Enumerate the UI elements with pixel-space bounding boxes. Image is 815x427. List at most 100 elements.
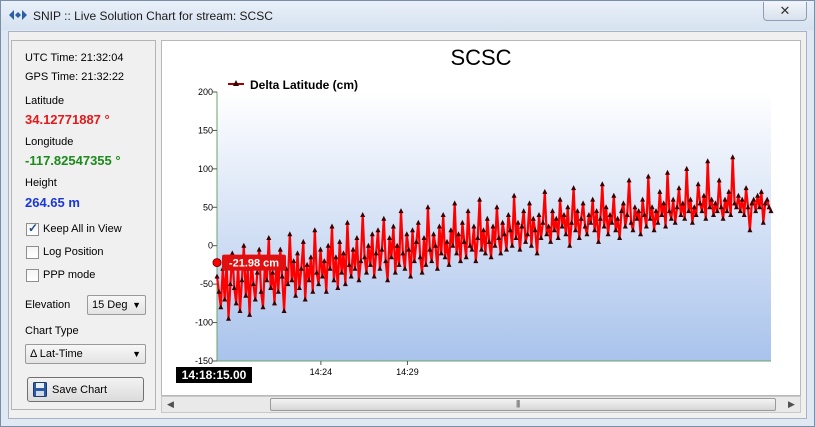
data-point-marker (237, 308, 243, 313)
data-point-marker (362, 254, 368, 260)
data-point-marker (544, 231, 550, 237)
data-point-marker (285, 281, 291, 287)
ppp-mode-checkbox[interactable] (26, 269, 39, 282)
data-point-marker (609, 219, 615, 225)
data-point-marker (716, 177, 722, 183)
keep-all-label[interactable]: Keep All in View (43, 223, 122, 235)
data-point-marker (314, 269, 320, 275)
data-point-marker (339, 269, 345, 275)
data-point-marker (712, 200, 718, 206)
data-point-marker (534, 250, 540, 256)
log-position-checkbox[interactable] (26, 246, 39, 259)
data-point-marker (597, 215, 603, 221)
data-point-marker (563, 231, 569, 237)
data-point-marker (569, 219, 575, 225)
data-point-marker (580, 200, 586, 206)
data-point-marker (527, 200, 532, 206)
data-point-marker (321, 258, 327, 264)
data-point-marker (500, 219, 506, 225)
data-point-marker (431, 231, 437, 237)
data-point-marker (379, 246, 385, 252)
data-point-marker (291, 258, 297, 264)
data-point-marker (256, 246, 262, 252)
title-bar[interactable]: SNIP :: Live Solution Chart for stream: … (1, 1, 814, 30)
scroll-right-icon[interactable]: ▶ (788, 399, 795, 409)
data-point-marker (561, 212, 567, 217)
data-point-marker (525, 231, 530, 237)
data-point-marker (298, 265, 304, 271)
lat-time-chart[interactable]: SCSC Delta Latitude (cm) 200 150 100 50 0 -50… (162, 41, 800, 395)
data-point-marker (477, 196, 483, 202)
data-point-marker (440, 212, 446, 217)
data-point-marker (375, 227, 381, 233)
data-point-marker (459, 219, 465, 225)
x-tick-label: 14:29 (396, 367, 419, 377)
data-point-marker (456, 231, 461, 237)
y-tick-label: -100 (195, 318, 213, 328)
data-point-marker (528, 242, 534, 248)
data-point-marker (728, 212, 734, 217)
data-point-marker (649, 204, 655, 210)
data-point-marker (680, 200, 686, 206)
keep-all-checkbox[interactable]: ✓ (26, 221, 39, 236)
data-point-marker (241, 242, 247, 248)
data-point-marker (406, 246, 412, 252)
horizontal-scrollbar[interactable]: ◀ ||| ▶ (161, 396, 801, 413)
chart-type-select[interactable]: Δ Lat-Time ▼ (25, 344, 146, 364)
data-point-marker (628, 219, 634, 225)
data-point-marker (270, 269, 276, 275)
data-point-marker (753, 208, 759, 214)
data-point-marker (766, 204, 772, 210)
data-point-marker (689, 219, 695, 225)
data-point-marker (734, 204, 739, 210)
data-point-marker (601, 223, 607, 229)
data-point-marker (492, 242, 498, 248)
data-point-marker (352, 265, 358, 271)
data-point-marker (268, 285, 274, 290)
data-point-marker (465, 208, 471, 214)
data-point-marker (732, 200, 738, 206)
chart-area[interactable]: SCSC Delta Latitude (cm) 200 150 100 50 0 -50… (161, 40, 801, 396)
data-point-marker (383, 258, 389, 264)
data-point-marker (461, 238, 467, 244)
data-point-marker (469, 246, 475, 252)
data-point-marker (346, 261, 352, 267)
longitude-value: -117.82547355 ° (25, 153, 121, 168)
data-point-marker (327, 265, 333, 271)
data-point-marker (640, 196, 646, 202)
close-button[interactable]: ✕ (763, 2, 807, 21)
data-point-marker (360, 212, 366, 217)
data-point-marker (701, 192, 707, 198)
data-point-marker (429, 258, 435, 264)
data-point-marker (289, 277, 295, 283)
data-point-marker (488, 254, 494, 260)
log-position-label[interactable]: Log Position (43, 246, 104, 258)
data-point-marker (676, 185, 682, 191)
data-point-marker (507, 227, 513, 233)
data-point-marker (277, 246, 283, 252)
data-point-marker (419, 269, 425, 275)
data-point-marker (586, 212, 592, 217)
y-tick-label: 150 (198, 125, 213, 135)
ppp-mode-label[interactable]: PPP mode (43, 269, 96, 281)
data-point-marker (502, 231, 507, 237)
data-point-marker (318, 246, 323, 252)
scroll-left-icon[interactable]: ◀ (167, 399, 174, 409)
elevation-select[interactable]: 15 Deg ▼ (87, 295, 146, 315)
data-point-marker (532, 227, 538, 233)
data-point-marker (471, 223, 477, 229)
data-point-marker (413, 238, 419, 244)
scroll-thumb[interactable]: ||| (270, 398, 776, 411)
data-point-marker (645, 173, 651, 179)
data-point-marker (344, 219, 350, 225)
data-point-marker (450, 242, 456, 248)
data-point-marker (323, 288, 329, 294)
data-point-marker (425, 204, 431, 210)
elevation-label: Elevation (25, 299, 71, 311)
save-chart-label: Save Chart (52, 384, 108, 396)
close-icon: ✕ (779, 3, 791, 18)
data-point-marker (342, 281, 348, 287)
data-point-marker (308, 254, 314, 260)
data-point-marker (475, 235, 481, 240)
save-chart-button[interactable]: Save Chart (27, 377, 144, 402)
